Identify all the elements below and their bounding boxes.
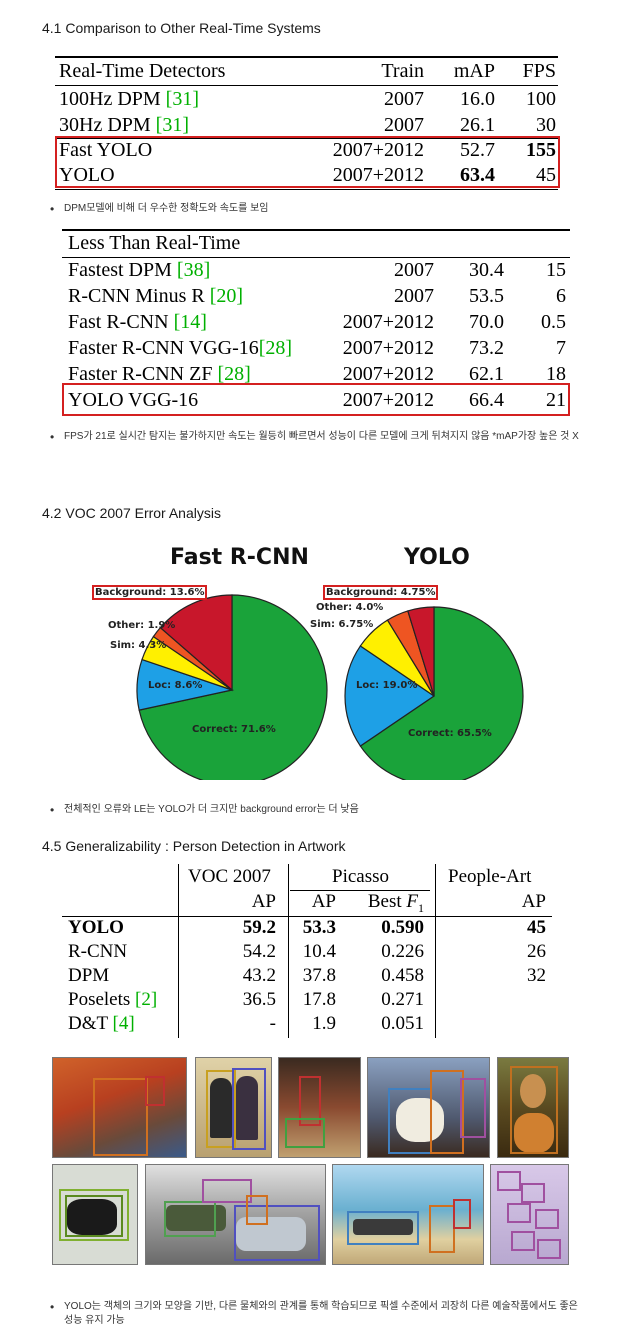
table-row: YOLO 2007+2012 63.4 45 [59,164,556,186]
realtime-table: Real-Time Detectors Train mAP FPS 100Hz … [55,56,560,190]
section-heading-4-1: 4.1 Comparison to Other Real-Time System… [42,20,321,36]
pie-label: Other: 4.0% [316,602,384,613]
artwork-scream [52,1057,187,1158]
pie-label: Loc: 8.6% [148,680,203,691]
table-row: R-CNN Minus R [20] 2007 53.5 6 [68,285,566,307]
table-row: 100Hz DPM [31] 2007 16.0 100 [59,88,556,110]
table-header-row: Real-Time Detectors Train mAP FPS [55,58,558,84]
artwork-jets [490,1164,569,1265]
col-group-people-art: People-Art [448,866,532,887]
pie-title-yolo: YOLO [404,545,470,570]
pie-label: Correct: 65.5% [408,728,492,739]
artwork-bar-scene [278,1057,361,1158]
pie-slice-correct [359,606,524,780]
pie-slice-correct [138,594,328,780]
artwork-table: VOC 2007 Picasso People-Art AP AP Best F… [62,864,552,1038]
pie-slice-background [407,606,435,697]
section-heading-4-2: 4.2 VOC 2007 Error Analysis [42,505,221,521]
table-row: Faster R-CNN ZF [28] 2007+2012 62.1 18 [68,363,566,385]
table-row: Fast R-CNN [14] 2007+2012 70.0 0.5 [68,311,566,333]
bullet-note-4: • YOLO는 객체의 크기와 모양을 기반, 다른 물체와의 관계를 통해 학습… [50,1300,578,1326]
error-pie-charts [136,594,524,780]
table-row: Fastest DPM [38] 2007 30.4 15 [68,259,566,281]
table-row: R-CNN 54.2 10.4 0.226 26 [68,941,546,962]
pie-title-fast-rcnn: Fast R-CNN [170,545,309,570]
non-realtime-table: Less Than Real-Time Fastest DPM [38] 200… [62,229,570,419]
bullet-note-1: • DPM모델에 비해 더 우수한 정확도와 속도를 보임 [50,202,269,216]
pie-label: Other: 1.9% [108,620,176,631]
highlight-box-yolo-vgg [62,383,570,416]
artwork-figures [195,1057,272,1158]
bullet-note-3: • 전체적인 오류와 LE는 YOLO가 더 크지만 background err… [50,803,359,817]
table-subheader-row: AP AP Best F1 AP [251,891,546,915]
table-row: YOLO VGG-16 2007+2012 66.4 21 [68,389,566,411]
pie-label: Background: 4.75% [323,585,439,600]
table-header-row: Less Than Real-Time [62,230,570,256]
pie-slice-loc [344,645,436,747]
pie-fast-rcnn [136,594,328,780]
artwork-sketch [52,1164,138,1265]
col-header-train: Train [381,60,424,82]
col-group-picasso: Picasso [332,866,389,887]
artwork-beach [332,1164,484,1265]
artwork-mona-lisa [497,1057,569,1158]
pie-label: Loc: 19.0% [356,680,418,691]
table-header-row: VOC 2007 Picasso People-Art [62,864,552,890]
table-row: Fast YOLO 2007+2012 52.7 155 [59,139,556,161]
pie-slice-background [159,594,233,692]
table-row: YOLO 59.2 53.3 0.590 45 [68,917,546,938]
table-row: Faster R-CNN VGG-16[28] 2007+2012 73.2 7 [68,337,566,359]
table-row: DPM 43.2 37.8 0.458 32 [68,965,546,986]
col-header-map: mAP [453,60,495,82]
pie-label: Sim: 6.75% [310,619,374,630]
pie-yolo [344,606,524,780]
artwork-dog-people [367,1057,490,1158]
highlight-box-yolo [55,136,560,188]
artwork-cars [145,1164,326,1265]
table-section-title: Less Than Real-Time [68,232,241,254]
table-row: Poselets [2] 36.5 17.8 0.271 [68,989,424,1010]
bullet-note-2: • FPS가 21로 실시간 탐지는 불가하지만 속도는 월등히 빠르면서 성능이… [50,430,579,444]
col-header-fps: FPS [522,60,556,82]
pie-label: Sim: 4.3% [110,640,167,651]
section-heading-4-5: 4.5 Generalizability : Person Detection … [42,838,346,854]
table-row: D&T [4] - 1.9 0.051 [68,1013,424,1034]
pie-label: Correct: 71.6% [192,724,276,735]
table-row: 30Hz DPM [31] 2007 26.1 30 [59,114,556,136]
col-header-detector: Real-Time Detectors [59,60,226,82]
col-group-voc: VOC 2007 [188,866,271,887]
pie-label: Background: 13.6% [92,585,208,600]
